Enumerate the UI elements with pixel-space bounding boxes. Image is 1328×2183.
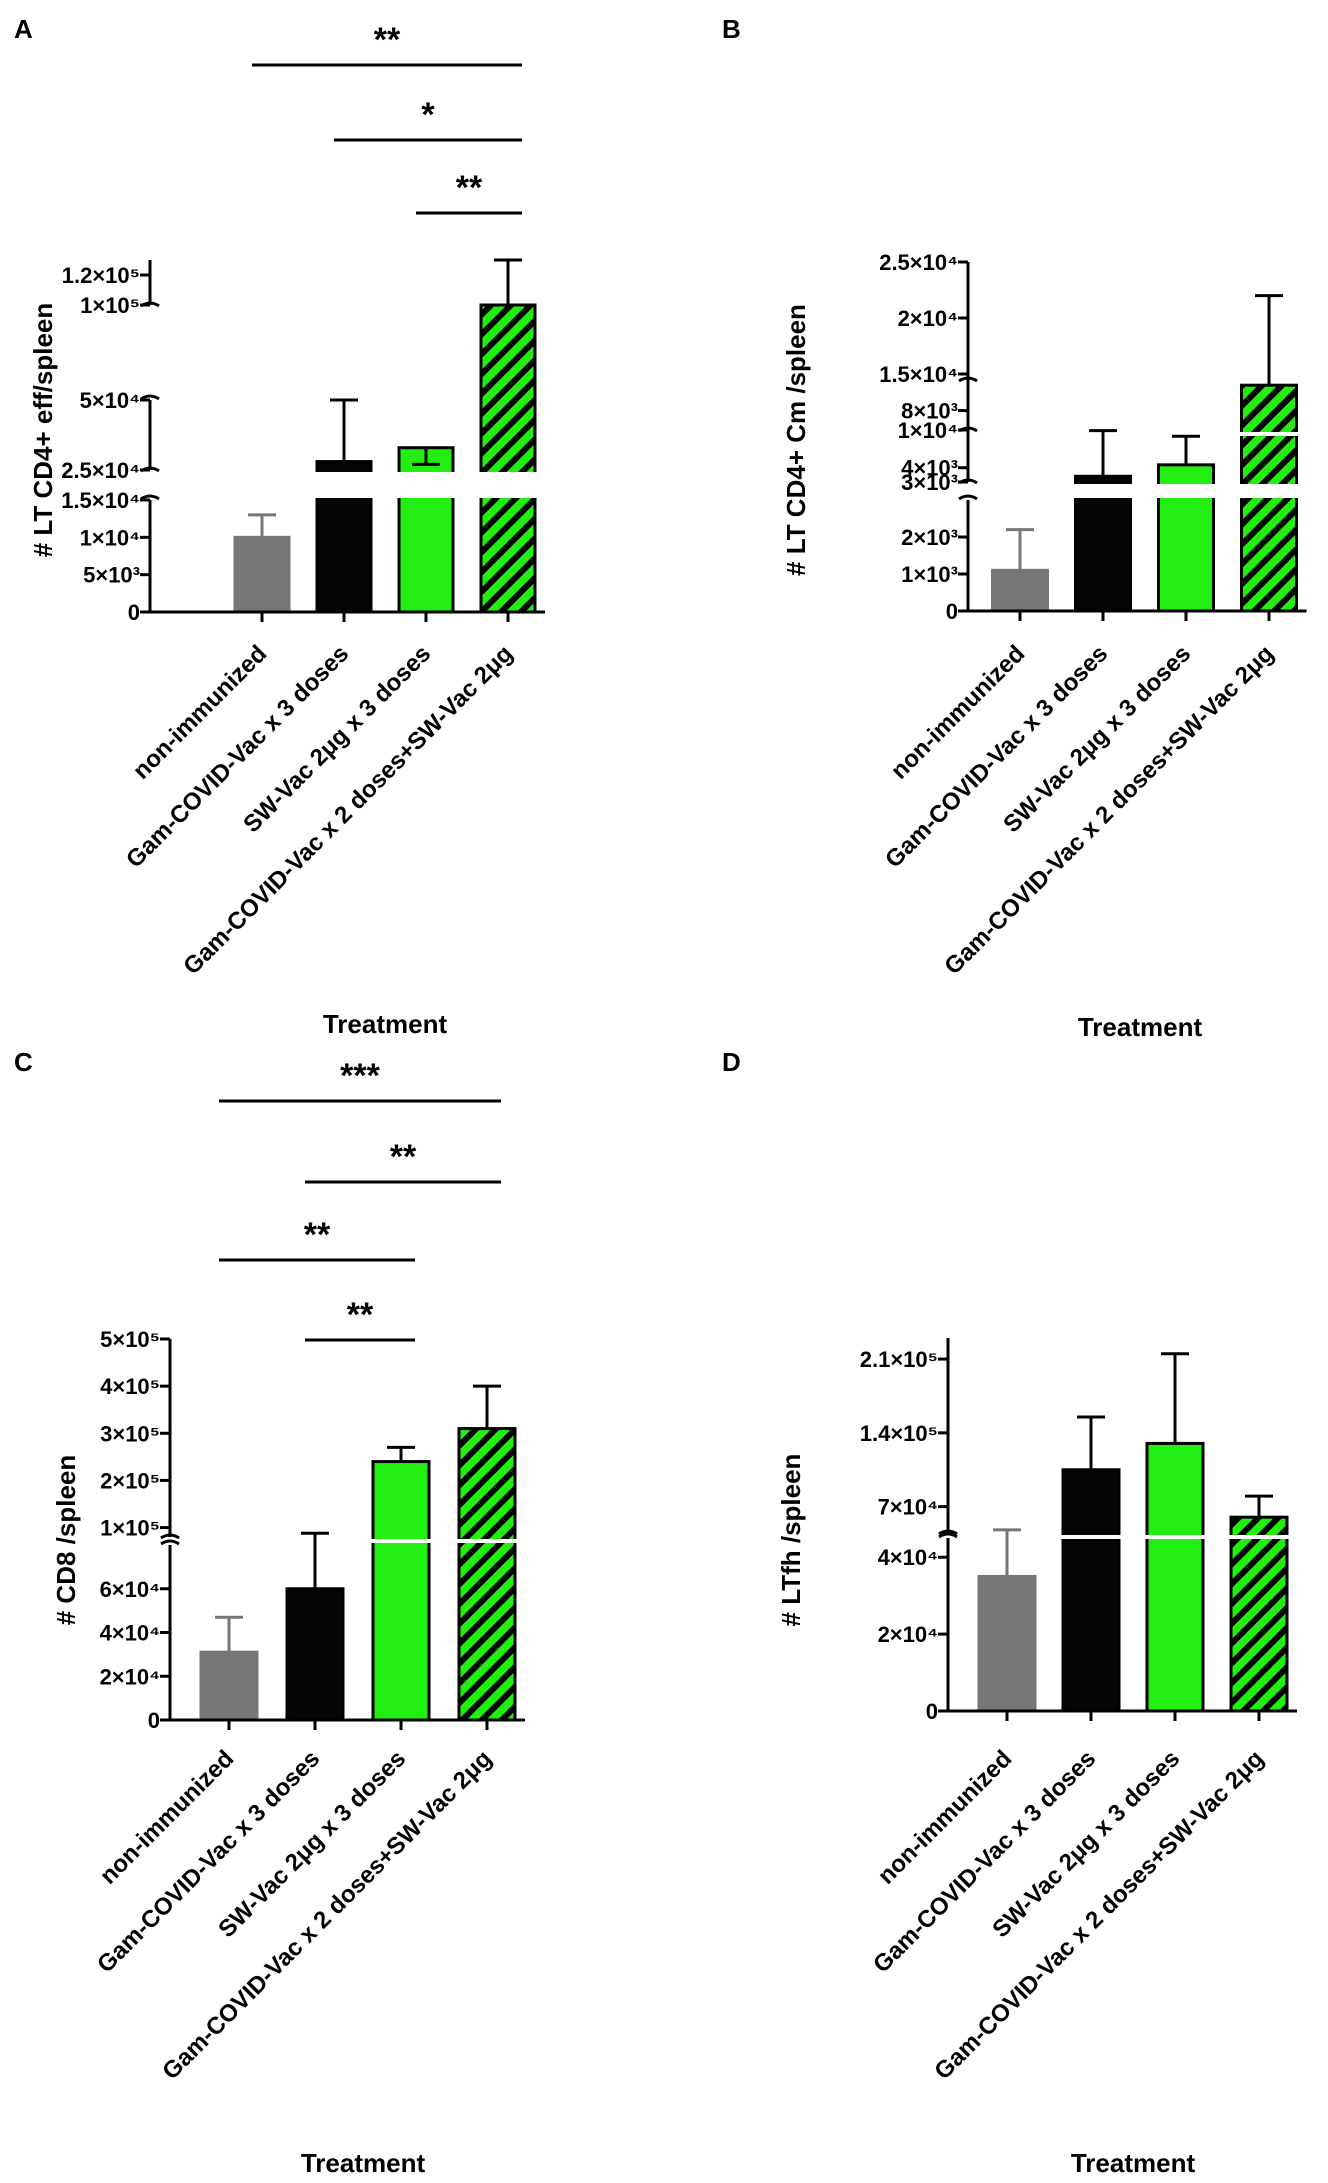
y-tick-label: 4×10⁴ <box>100 1621 160 1646</box>
y-tick-label: 0 <box>148 1708 160 1733</box>
significance-label: ** <box>456 169 483 207</box>
axis-break-mark <box>958 494 978 501</box>
x-axis-title: Treatment <box>323 1009 448 1039</box>
y-tick-label: 0 <box>926 1699 938 1724</box>
y-tick-label: 1×10⁵ <box>80 293 140 318</box>
significance-label: ** <box>304 1216 331 1254</box>
bar-break-gap <box>315 472 373 498</box>
bar-break-gap <box>1061 1535 1121 1539</box>
y-tick-label: 5×10⁴ <box>80 388 140 413</box>
bar <box>371 1460 431 1722</box>
y-tick-label: 4×10⁵ <box>100 1374 160 1399</box>
x-axis-title: Treatment <box>1078 1012 1203 1042</box>
axis-break-mark <box>938 1529 958 1536</box>
significance-label: *** <box>340 1057 380 1095</box>
y-tick-label: 4×10³ <box>901 456 958 481</box>
bar-break-gap <box>1156 484 1216 498</box>
y-tick-label: 1.5×10⁴ <box>879 362 958 387</box>
bar-break-gap <box>1073 484 1133 498</box>
y-axis-title: # CD8 /spleen <box>51 1455 81 1626</box>
y-tick-label: 4×10⁴ <box>878 1545 938 1570</box>
y-tick-label: 2.5×10⁴ <box>879 250 958 275</box>
bar <box>1145 1441 1205 1713</box>
y-tick-label: 1×10⁴ <box>80 525 140 550</box>
y-tick-label: 7×10⁴ <box>878 1495 938 1520</box>
y-tick-label: 3×10⁵ <box>100 1421 160 1446</box>
y-axis-title: # LTfh /spleen <box>776 1454 806 1627</box>
axis-break-mark <box>938 1532 958 1539</box>
bar <box>199 1650 259 1722</box>
y-tick-label: 0 <box>946 599 958 624</box>
y-tick-label: 2.5×10⁴ <box>61 458 140 483</box>
y-tick-label: 1×10⁵ <box>100 1516 160 1541</box>
panel-a: A 0 5×10³ 1×10⁴ 1.5×10⁴ 2.5×10⁴ 5×10⁴ 1×10⁵ 1.2×… <box>14 14 545 1039</box>
y-tick-label: 5×10³ <box>83 563 140 588</box>
significance-label: ** <box>374 21 401 59</box>
panel-label: A <box>14 14 33 44</box>
panel-label: C <box>14 1047 33 1077</box>
bar <box>1240 383 1298 613</box>
significance-label: * <box>421 96 435 134</box>
bar <box>1061 1468 1121 1713</box>
y-tick-label: 6×10⁴ <box>100 1577 160 1602</box>
bar <box>285 1587 345 1722</box>
bar-break-gap <box>397 472 455 498</box>
axis-break-mark <box>958 376 978 383</box>
panel-c: C 0 2×10⁴ 4×10⁴ 6×10⁴ 1×10⁵ 2×10⁵ 3×10⁵ 4×10⁵ 5×1… <box>14 1047 525 2178</box>
panel-d: D02×10⁴4×10⁴7×10⁴1.4×10⁵2.1×10⁵non-immun… <box>722 1047 1297 2178</box>
y-tick-label: 1×10⁴ <box>898 418 958 443</box>
axis-break-mark <box>140 494 160 501</box>
significance-label: ** <box>347 1296 374 1334</box>
bar-break-gap <box>1145 1535 1205 1539</box>
axis-break-mark <box>140 394 160 401</box>
axis-break-mark <box>160 1533 180 1540</box>
bar-break-gap <box>1239 484 1299 498</box>
x-axis-title: Treatment <box>301 2148 426 2178</box>
bar <box>991 568 1049 613</box>
y-tick-label: 2×10⁴ <box>100 1664 160 1689</box>
y-axis-title: # LT CD4+ Cm /spleen <box>781 304 811 576</box>
significance-label: ** <box>390 1138 417 1176</box>
y-tick-label: 1.2×10⁵ <box>62 263 140 288</box>
bar-break-gap <box>371 1539 431 1543</box>
x-category-label: non-immunized <box>128 640 272 784</box>
bar <box>233 535 291 614</box>
y-tick-label: 1.4×10⁵ <box>860 1421 938 1446</box>
bar <box>977 1574 1037 1713</box>
bar-break-gap <box>1239 432 1299 436</box>
panel-label: D <box>722 1047 741 1077</box>
y-axis-title: # LT CD4+ eff/spleen <box>28 303 58 558</box>
axis-break-mark <box>160 1539 180 1546</box>
y-tick-label: 2×10³ <box>901 525 958 550</box>
y-tick-label: 8×10³ <box>901 399 958 424</box>
y-tick-label: 0 <box>128 600 140 625</box>
x-axis-title: Treatment <box>1071 2148 1196 2178</box>
y-tick-label: 2.1×10⁵ <box>860 1347 938 1372</box>
bar <box>457 1427 517 1722</box>
bar <box>1229 1515 1289 1713</box>
y-tick-label: 2×10⁴ <box>898 306 958 331</box>
y-tick-label: 3×10³ <box>901 470 958 495</box>
y-tick-label: 1×10³ <box>901 562 958 587</box>
bar-break-gap <box>1229 1535 1289 1539</box>
bar-break-gap <box>457 1539 517 1543</box>
x-category-label: Gam-COVID-Vac x 2 doses+SW-Vac 2μg <box>157 1745 497 2085</box>
y-tick-label: 2×10⁵ <box>100 1468 160 1493</box>
y-tick-label: 5×10⁵ <box>100 1327 160 1352</box>
bar-break-gap <box>479 472 537 498</box>
panel-label: B <box>722 14 741 44</box>
bar <box>479 303 537 614</box>
y-tick-label: 1.5×10⁴ <box>61 488 140 513</box>
y-tick-label: 2×10⁴ <box>878 1622 938 1647</box>
